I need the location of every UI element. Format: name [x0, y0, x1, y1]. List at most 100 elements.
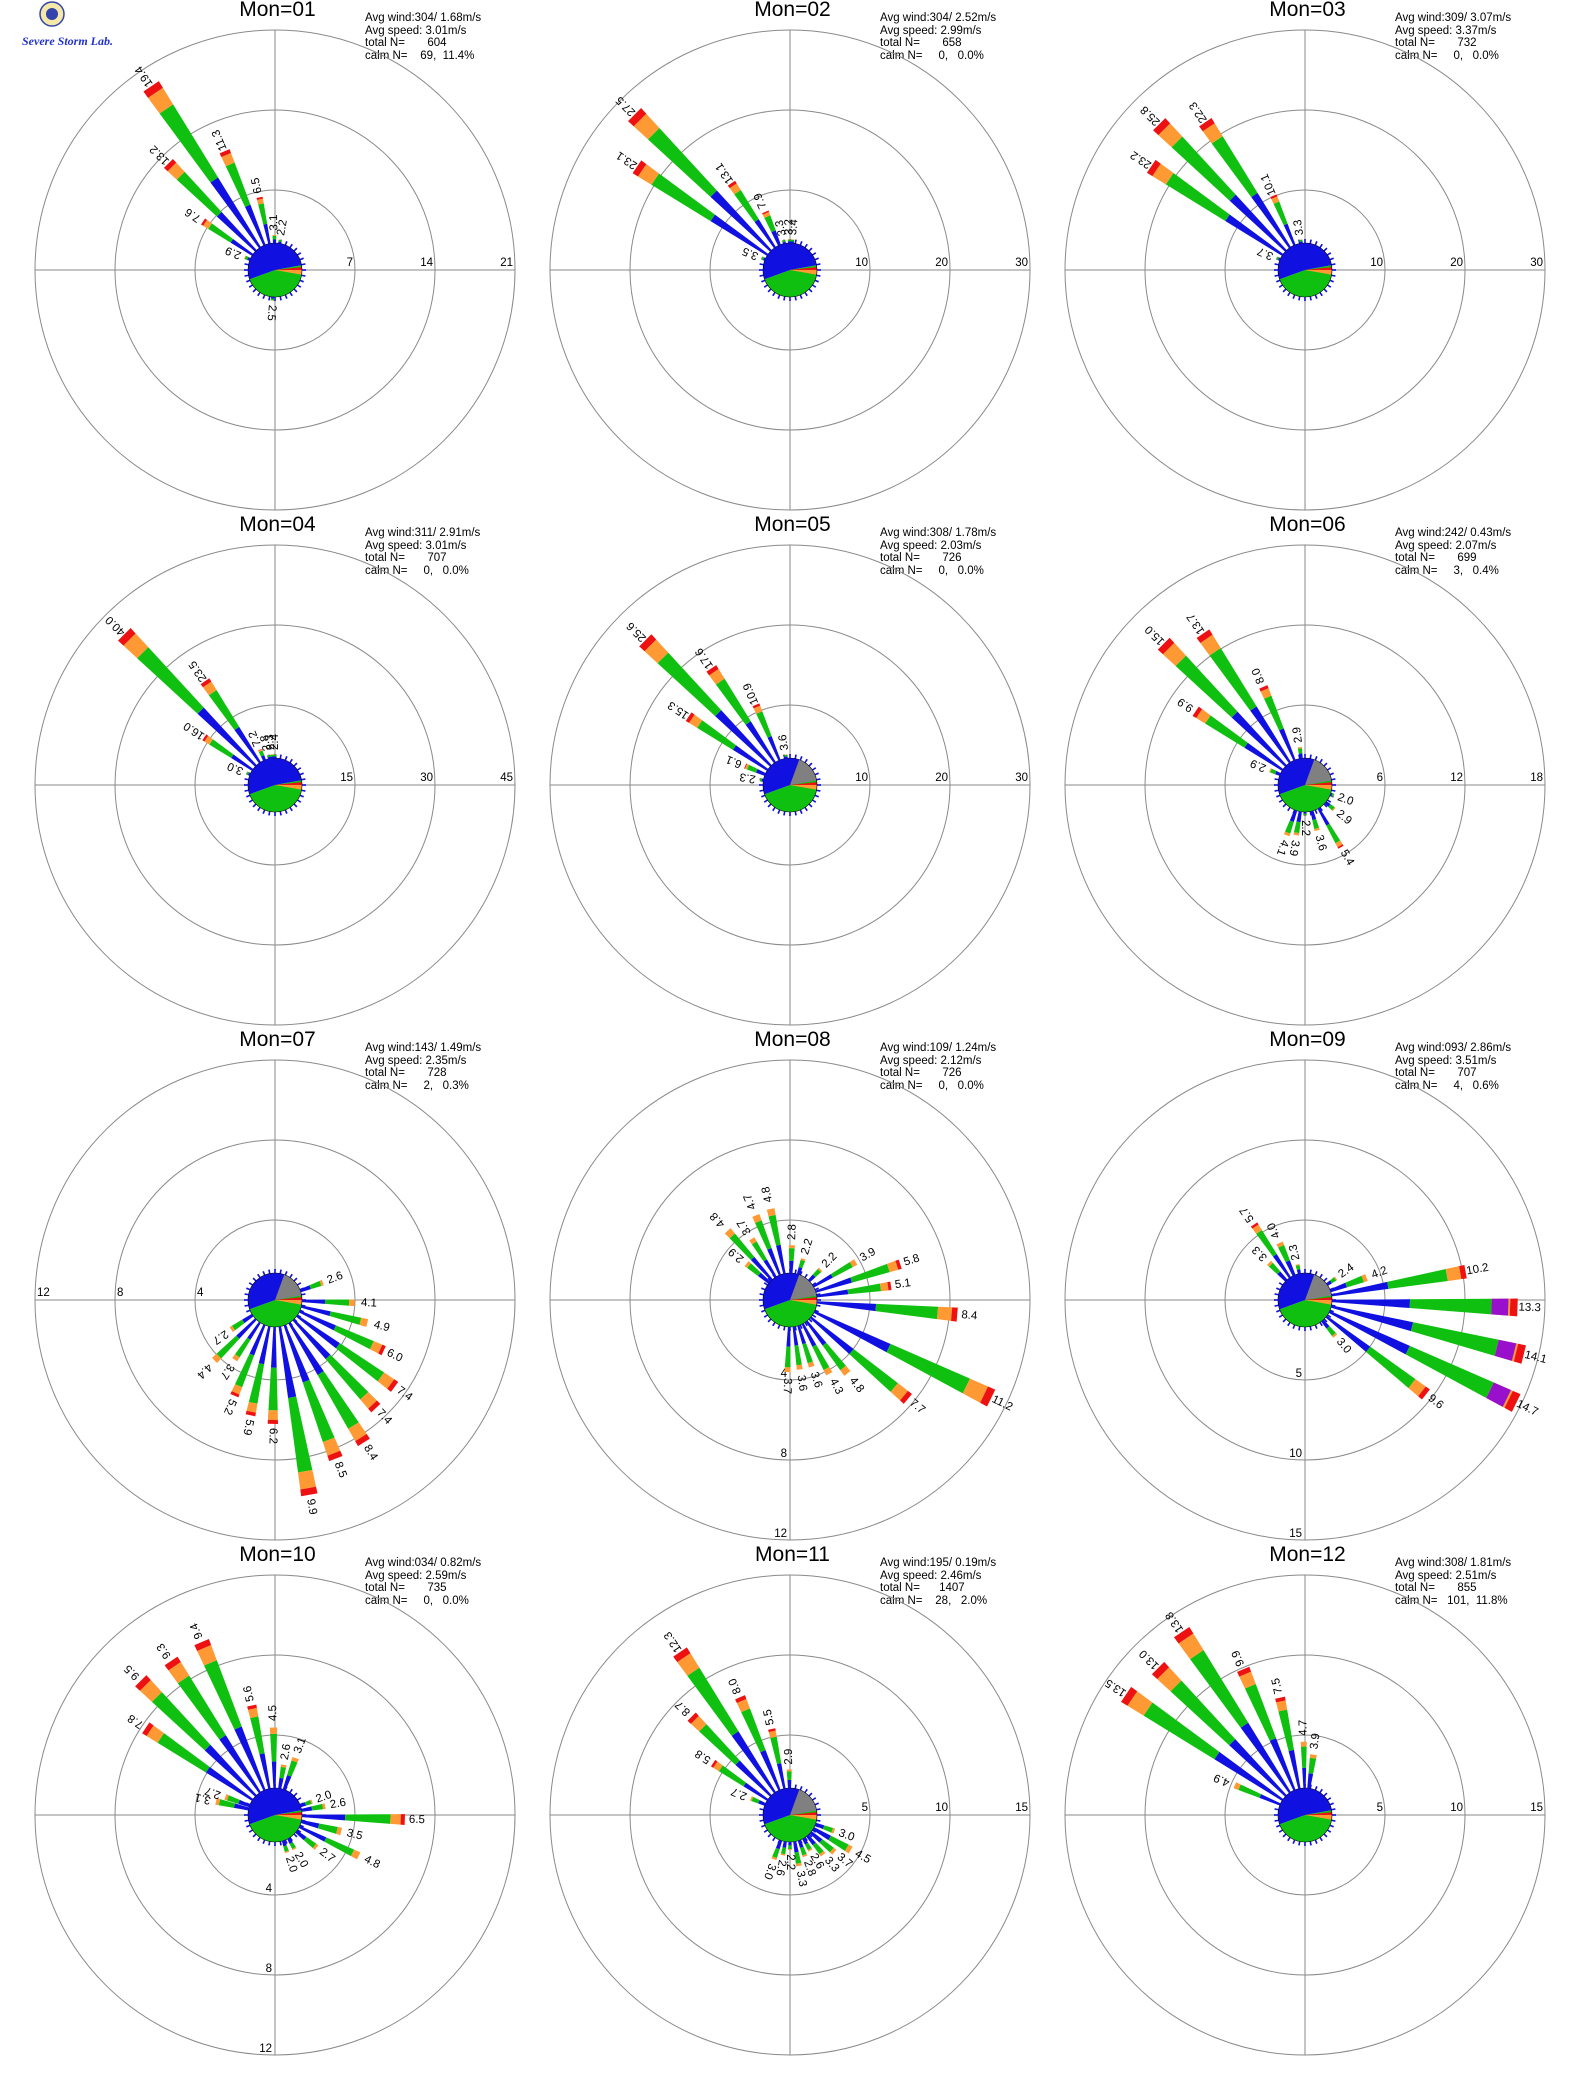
petal-segment: [270, 296, 275, 299]
petal-segment: [766, 1208, 776, 1217]
center-pie-blue: [763, 1815, 790, 1825]
stat-total-n: total N= 707: [1395, 1067, 1477, 1079]
petal-segment: [1165, 173, 1230, 221]
petal-segment: [741, 1708, 766, 1753]
center-pie-orange: [790, 784, 817, 790]
petal-label: 9.9: [304, 1498, 319, 1516]
petal-label: 13.8: [1164, 1609, 1186, 1634]
petal-segment: [292, 1318, 331, 1360]
petal-label: 3.5: [345, 1827, 363, 1843]
ring-label: 10: [1370, 257, 1383, 269]
petal-segment: [387, 1379, 399, 1392]
petal-segment: [329, 1311, 362, 1325]
stat-total-n: total N= 707: [365, 552, 447, 564]
petal-segment: [311, 1803, 324, 1811]
windrose-chart: 15 30 45 3.0 16.0 40.0 23.5 7.22.82.32.4: [34, 544, 516, 1026]
stat-calm-n: calm N= 0, 0.0%: [365, 564, 469, 577]
petal-segment: [234, 1337, 251, 1358]
petal-segment: [1299, 239, 1303, 242]
petal-segment: [784, 754, 788, 757]
center-pie-green: [764, 1810, 817, 1842]
petal-segment: [236, 1318, 257, 1339]
petal-label: 3.9: [858, 1246, 878, 1264]
ring-label: 20: [935, 772, 948, 784]
petal-segment: [807, 1274, 816, 1283]
petal-segment: [201, 218, 208, 226]
petal-label: 3.0: [226, 760, 245, 777]
ring-label: 10: [935, 1802, 948, 1814]
petal-segment: [157, 1733, 210, 1773]
petal-segment: [258, 1326, 271, 1365]
center-pie-red: [1305, 1297, 1332, 1300]
petal-segment: [1276, 1241, 1285, 1248]
ring-label: 30: [1015, 257, 1028, 269]
petal-segment: [1178, 1633, 1204, 1660]
center-pie-green: [1279, 780, 1332, 812]
petal-label: 4.5: [853, 1848, 873, 1866]
petal-segment: [752, 703, 761, 709]
petal-segment: [1418, 1386, 1430, 1400]
stats-box: Avg wind:109/ 1.24m/s Avg speed: 2.12m/s t…: [880, 1042, 996, 1092]
stat-calm-n: calm N= 2, 0.3%: [365, 1079, 469, 1092]
petal-segment: [809, 1831, 823, 1843]
center-pie-blue: [763, 1300, 790, 1310]
stat-avg-wind: Avg wind:034/ 0.82m/s: [365, 1557, 482, 1569]
petals: 2.9 7.6 13.2 19.4 11.3 6.5 3.12.2 2.5: [133, 63, 306, 321]
petal-label: 10.2: [1465, 1262, 1489, 1278]
petal-segment: [822, 1825, 834, 1833]
petal-segment: [899, 1390, 913, 1404]
stat-avg-speed: Avg speed: 2.51m/s: [1395, 1569, 1497, 1582]
petal-segment: [270, 756, 274, 759]
petal-label: 2.3: [1287, 1243, 1302, 1261]
petal-segment: [1300, 1746, 1307, 1768]
petal-label: 2.7: [729, 1785, 748, 1802]
windrose-chart: 10 20 30 3.7 23.2 25.8 22.3 10.1 3.3: [1064, 29, 1546, 511]
petal-segment: [345, 1814, 391, 1824]
center-pie-blue: [1278, 270, 1305, 280]
petal-segment: [1274, 770, 1281, 776]
petal-segment: [784, 1346, 791, 1368]
petal-segment: [1326, 1280, 1333, 1286]
stat-avg-speed: Avg speed: 2.12m/s: [880, 1054, 982, 1067]
petal-segment: [787, 1779, 792, 1789]
petal-segment: [790, 241, 795, 244]
petal-segment: [1277, 1271, 1288, 1282]
petal-segment: [788, 1845, 792, 1849]
petal-segment: [1486, 1382, 1511, 1407]
petal-segment: [298, 1310, 336, 1331]
petal-segment: [795, 1862, 802, 1867]
petal-segment: [780, 1853, 786, 1856]
petal-segment: [1361, 1274, 1368, 1283]
petal-segment: [710, 190, 772, 252]
petal-segment: [729, 1233, 755, 1261]
petal-segment: [760, 256, 763, 260]
petal-segment: [299, 1285, 311, 1293]
petal-segment: [197, 707, 257, 767]
petal-segment: [298, 1469, 317, 1490]
petal-segment: [799, 1846, 807, 1856]
petal-label: 8.4: [961, 1309, 979, 1322]
petal-segment: [749, 1796, 754, 1802]
petal-segment: [1279, 728, 1296, 761]
petal-segment: [644, 639, 669, 664]
petal-segment: [278, 241, 282, 244]
petal-label: 2.9: [1249, 757, 1268, 774]
petal-segment: [322, 1803, 326, 1810]
petal-segment: [139, 1679, 162, 1702]
petal-segment: [815, 1277, 853, 1293]
windrose-panel: Mon=04 Avg wind:311/ 2.91m/s Avg speed: 3.…: [20, 513, 535, 1030]
petal-segment: [782, 241, 786, 244]
petal-label: 2.7: [317, 1846, 337, 1865]
petal-segment: [767, 736, 781, 761]
petal-label: 8.4: [361, 1443, 380, 1463]
petal-segment: [250, 1716, 265, 1755]
petal-segment: [829, 1847, 837, 1855]
ring-label: 7: [347, 257, 353, 269]
petal-label: 2.2: [275, 219, 290, 237]
petal-label: 7.7: [907, 1397, 927, 1416]
ring-label: 21: [500, 257, 513, 269]
petal-label: 5.8: [693, 1747, 713, 1766]
petal-segment: [688, 714, 703, 728]
petal-segment: [270, 300, 275, 301]
